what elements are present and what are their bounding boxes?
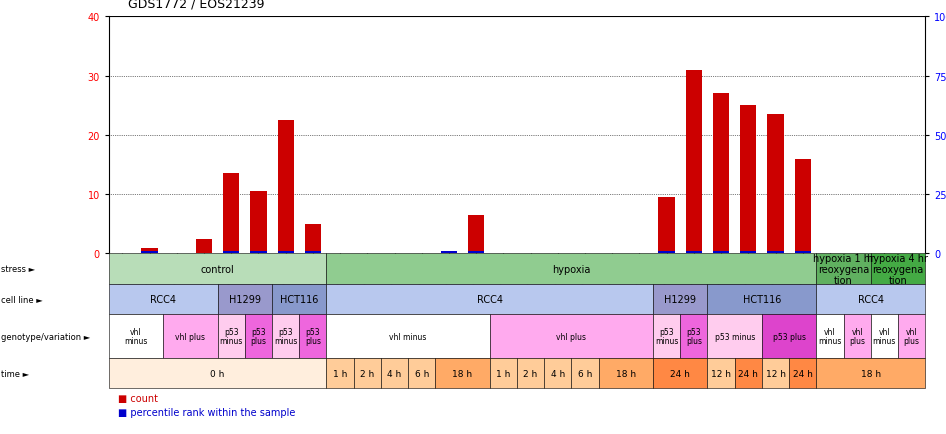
Bar (468, 251, 484, 254)
Text: 18 h: 18 h (861, 369, 881, 378)
Text: H1299: H1299 (664, 295, 696, 304)
Text: 24 h: 24 h (739, 369, 759, 378)
Bar (795, 251, 811, 254)
Text: H1299: H1299 (229, 295, 261, 304)
Bar (277, 121, 294, 254)
Text: RCC4: RCC4 (858, 295, 884, 304)
Bar (305, 251, 321, 254)
Text: 18 h: 18 h (452, 369, 473, 378)
Bar (142, 248, 158, 254)
Text: 18 h: 18 h (616, 369, 636, 378)
Text: cell line ►: cell line ► (1, 295, 43, 304)
Bar (441, 251, 457, 254)
Text: RCC4: RCC4 (477, 295, 502, 304)
Text: p53 minus: p53 minus (714, 332, 755, 341)
Bar (767, 251, 783, 254)
Bar (658, 251, 674, 254)
Text: RCC4: RCC4 (150, 295, 176, 304)
Bar (277, 251, 294, 254)
Text: GDS1772 / EOS21239: GDS1772 / EOS21239 (128, 0, 264, 11)
Bar (251, 192, 267, 254)
Text: time ►: time ► (1, 369, 29, 378)
Text: vhl plus: vhl plus (556, 332, 587, 341)
Text: 12 h: 12 h (711, 369, 731, 378)
Text: p53
minus: p53 minus (655, 327, 678, 345)
Text: genotype/variation ►: genotype/variation ► (1, 332, 90, 341)
Text: ■ percentile rank within the sample: ■ percentile rank within the sample (118, 408, 295, 417)
Text: p53
minus: p53 minus (274, 327, 297, 345)
Bar (251, 251, 267, 254)
Text: vhl minus: vhl minus (390, 332, 427, 341)
Text: 1 h: 1 h (497, 369, 511, 378)
Text: 12 h: 12 h (765, 369, 785, 378)
Text: p53 plus: p53 plus (773, 332, 806, 341)
Text: hypoxia: hypoxia (552, 264, 590, 274)
Bar (740, 251, 757, 254)
Bar (223, 251, 239, 254)
Text: vhl
minus: vhl minus (818, 327, 842, 345)
Text: ■ count: ■ count (118, 394, 158, 403)
Text: 2 h: 2 h (360, 369, 375, 378)
Bar (196, 239, 212, 254)
Text: HCT116: HCT116 (280, 295, 319, 304)
Text: 4 h: 4 h (388, 369, 402, 378)
Bar (686, 71, 702, 254)
Text: control: control (201, 264, 235, 274)
Text: p53
plus: p53 plus (251, 327, 267, 345)
Text: hypoxia 1 hr
reoxygena
tion: hypoxia 1 hr reoxygena tion (813, 253, 874, 285)
Text: 24 h: 24 h (793, 369, 813, 378)
Bar (740, 106, 757, 254)
Text: 6 h: 6 h (578, 369, 592, 378)
Text: p53
minus: p53 minus (219, 327, 243, 345)
Text: 4 h: 4 h (551, 369, 565, 378)
Text: HCT116: HCT116 (743, 295, 781, 304)
Bar (686, 251, 702, 254)
Text: stress ►: stress ► (1, 265, 35, 273)
Text: 2 h: 2 h (523, 369, 537, 378)
Bar (223, 174, 239, 254)
Text: vhl
plus: vhl plus (903, 327, 920, 345)
Bar (468, 215, 484, 254)
Bar (713, 94, 729, 254)
Text: 0 h: 0 h (210, 369, 225, 378)
Text: vhl
plus: vhl plus (850, 327, 866, 345)
Text: 24 h: 24 h (671, 369, 691, 378)
Text: 6 h: 6 h (414, 369, 429, 378)
Bar (305, 224, 321, 254)
Bar (658, 198, 674, 254)
Text: vhl
minus: vhl minus (872, 327, 896, 345)
Bar (795, 159, 811, 254)
Text: 1 h: 1 h (333, 369, 347, 378)
Bar (713, 251, 729, 254)
Text: vhl
minus: vhl minus (124, 327, 148, 345)
Text: p53
plus: p53 plus (305, 327, 321, 345)
Bar (142, 251, 158, 254)
Text: hypoxia 4 hr
reoxygena
tion: hypoxia 4 hr reoxygena tion (867, 253, 928, 285)
Text: p53
plus: p53 plus (686, 327, 702, 345)
Text: vhl plus: vhl plus (175, 332, 205, 341)
Bar (767, 115, 783, 254)
